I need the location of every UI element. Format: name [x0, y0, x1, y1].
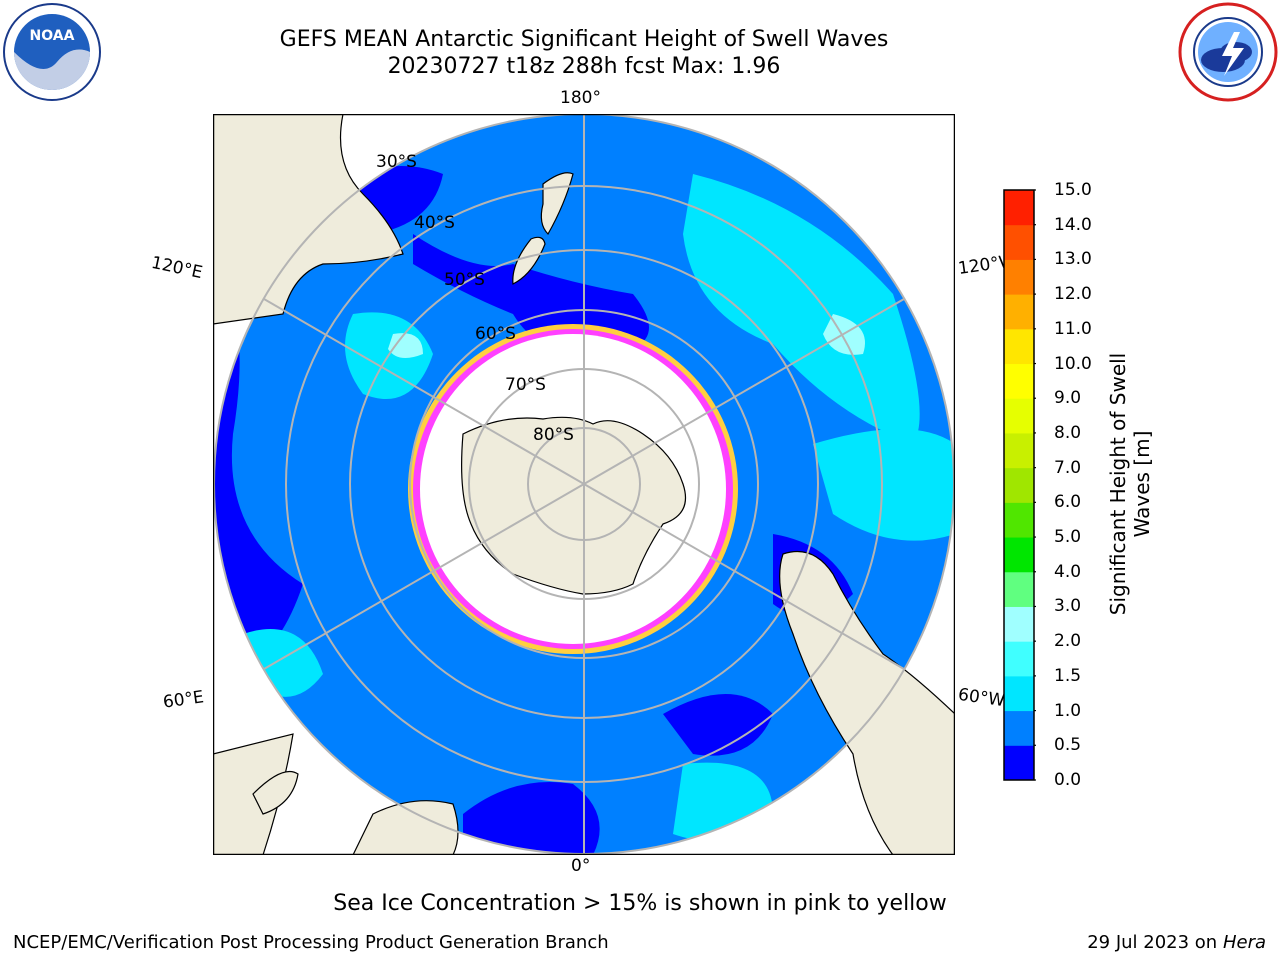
colorbar-segment [1004, 398, 1034, 434]
chart-title: GEFS MEAN Antarctic Significant Height o… [279, 27, 889, 52]
colorbar-tick-label: 13.0 [1054, 249, 1092, 270]
lat-label-80: 80°S [533, 425, 574, 445]
lon-label-top: 180° [560, 88, 601, 108]
colorbar-tick-label: 4.0 [1054, 561, 1082, 582]
lon-label-right-lower: 60°W [956, 684, 1007, 712]
colorbar-segment [1004, 745, 1034, 781]
colorbar-segment [1004, 224, 1034, 260]
colorbar-segment [1004, 432, 1034, 469]
colorbar-segment [1004, 710, 1034, 746]
colorbar-label: Significant Height of Swell Waves [m] [1106, 352, 1154, 616]
polar-map [213, 114, 955, 855]
colorbar-segment [1004, 363, 1034, 399]
map-border [213, 114, 955, 855]
colorbar-segment [1004, 190, 1034, 226]
noaa-logo-icon: NOAA [3, 3, 101, 101]
lat-label-50: 50°S [444, 270, 485, 290]
colorbar-segment [1004, 606, 1034, 642]
colorbar-tick-label: 3.0 [1054, 596, 1082, 617]
lat-label-40: 40°S [414, 213, 455, 233]
colorbar-segment [1004, 675, 1034, 712]
svg-text:NOAA: NOAA [30, 28, 75, 44]
antarctica-landmass [461, 416, 687, 595]
map-caption: Sea Ice Concentration > 15% is shown in … [333, 891, 947, 916]
colorbar-tick-label: 2.0 [1054, 631, 1082, 652]
colorbar-tick-label: 10.0 [1054, 353, 1092, 374]
colorbar-tick-label: 0.5 [1054, 735, 1082, 756]
colorbar-tick-label: 6.0 [1054, 492, 1082, 513]
colorbar-segment [1004, 502, 1034, 538]
footer-credit: NCEP/EMC/Verification Post Processing Pr… [13, 932, 609, 953]
colorbar-tick-label: 8.0 [1054, 422, 1082, 443]
colorbar-segment [1004, 259, 1034, 295]
colorbar-segment [1004, 328, 1034, 365]
swell-mid-patches [243, 174, 954, 842]
colorbar-tick-label: 7.0 [1054, 457, 1082, 478]
colorbar [1003, 189, 1036, 781]
colorbar-tick-label: 1.0 [1054, 700, 1082, 721]
land-masses [213, 114, 955, 855]
colorbar-tick-label: 9.0 [1054, 388, 1082, 409]
lon-label-left-upper: 120°E [149, 252, 205, 284]
colorbar-tick-label: 1.5 [1054, 665, 1082, 686]
colorbar-tick-label: 12.0 [1054, 284, 1092, 305]
colorbar-tick-label: 11.0 [1054, 318, 1092, 339]
colorbar-segment [1004, 294, 1034, 330]
chart-subtitle: 20230727 t18z 288h fcst Max: 1.96 [387, 54, 781, 79]
lon-label-bottom: 0° [571, 856, 591, 876]
lat-label-70: 70°S [505, 375, 546, 395]
lat-label-30: 30°S [376, 152, 417, 172]
colorbar-tick-label: 15.0 [1054, 180, 1092, 200]
colorbar-segment [1004, 467, 1034, 503]
footer-date: 29 Jul 2023 on Hera [1087, 932, 1266, 953]
colorbar-segment [1004, 571, 1034, 607]
lon-label-left-lower: 60°E [161, 687, 206, 713]
nws-logo-icon [1178, 2, 1278, 102]
colorbar-segment [1004, 641, 1034, 677]
colorbar-tick-label: 14.0 [1054, 214, 1092, 235]
lat-label-60: 60°S [475, 324, 516, 344]
colorbar-segment [1004, 537, 1034, 573]
colorbar-tick-label: 5.0 [1054, 527, 1082, 548]
colorbar-tick-label: 0.0 [1054, 770, 1082, 790]
